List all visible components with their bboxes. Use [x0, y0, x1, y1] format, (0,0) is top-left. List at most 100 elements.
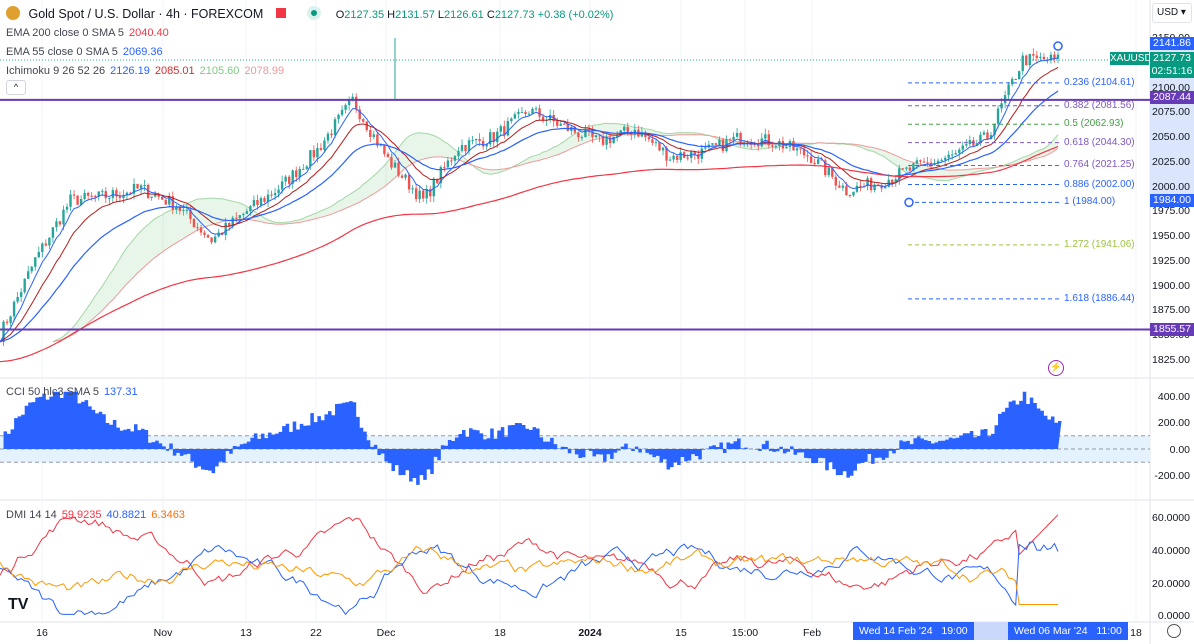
candle-body: [453, 156, 457, 161]
candle-body: [104, 191, 107, 199]
candle-body: [866, 178, 869, 187]
candle-body: [298, 168, 301, 178]
candle-body: [1049, 54, 1053, 61]
ichimoku-legend[interactable]: Ichimoku 9 26 52 26 2126.19 2085.01 2105.60…: [6, 65, 285, 77]
candle-body: [422, 190, 425, 199]
candle-body: [520, 111, 524, 113]
candle-body: [136, 184, 139, 189]
candle-body: [150, 196, 153, 198]
flag-icon[interactable]: [275, 8, 286, 18]
candle-body: [319, 148, 323, 150]
dmi-adx-line: [0, 545, 1058, 605]
cci-axis-label: 400.00: [1157, 391, 1190, 403]
fib-anchor-low: [904, 197, 914, 208]
candle-body: [721, 139, 725, 152]
candle-body: [929, 162, 933, 165]
time-label: 18: [1130, 627, 1142, 639]
candle-body: [989, 135, 993, 139]
candle-body: [982, 132, 986, 135]
candle-body: [718, 139, 721, 145]
candle-body: [827, 167, 830, 176]
candle-body: [238, 215, 242, 218]
collapse-legend-button[interactable]: ^: [6, 80, 26, 95]
candle-body: [975, 143, 979, 146]
candle-body: [898, 168, 901, 180]
candle-body: [693, 151, 696, 155]
candle-body: [429, 189, 432, 197]
dmi-axis-label: 60.0000: [1152, 512, 1190, 524]
dmi-legend[interactable]: DMI 14 14 59.9235 40.8821 6.3463: [6, 509, 185, 521]
fib-anchor-high: [1053, 41, 1063, 51]
candle-body: [735, 132, 739, 137]
candle-body: [365, 121, 368, 131]
candle-body: [1053, 54, 1056, 59]
time-label: Dec: [376, 627, 396, 639]
fib-level-label: 0.236 (2104.61): [1064, 76, 1135, 88]
candle-body: [739, 132, 742, 144]
symbol-title[interactable]: Gold Spot / U.S. Dollar · 4h · FOREXCOM: [28, 7, 264, 21]
candle-body: [436, 178, 439, 184]
candle-body: [153, 194, 157, 197]
candle-body: [333, 119, 337, 136]
ema200-line: [0, 145, 1059, 363]
candle-body: [340, 109, 344, 115]
candle-body: [926, 162, 929, 164]
candle-body: [418, 190, 421, 200]
candle-body: [62, 209, 65, 225]
candle-body: [369, 130, 372, 137]
candle-body: [23, 278, 26, 293]
candle-body: [94, 195, 97, 197]
candle-body: [309, 150, 312, 167]
candle-body: [697, 154, 700, 159]
candle-body: [594, 135, 598, 138]
candle-body: [393, 162, 397, 168]
candle-body: [450, 160, 453, 162]
ema55-legend[interactable]: EMA 55 close 0 SMA 5 2069.36: [6, 46, 163, 58]
candle-body: [496, 131, 499, 143]
candle-body: [838, 185, 841, 188]
candle-body: [316, 148, 319, 158]
candle-body: [228, 222, 231, 227]
tradingview-logo[interactable]: TV: [8, 596, 29, 613]
candle-body: [256, 200, 259, 205]
price-axis-label: 1875.00: [1152, 304, 1190, 317]
candle-body: [337, 114, 340, 120]
candle-body: [347, 99, 351, 105]
ema200-legend[interactable]: EMA 200 close 0 SMA 5 2040.40: [6, 27, 169, 39]
candle-body: [192, 218, 196, 228]
candle-body: [908, 167, 912, 171]
candle-body: [249, 206, 252, 212]
candle-body: [326, 133, 330, 141]
candle-body: [168, 196, 171, 205]
candle-body: [485, 144, 488, 147]
candle-body: [894, 179, 897, 183]
candle-body: [732, 136, 735, 141]
candle-body: [471, 140, 474, 142]
cci-legend[interactable]: CCI 50 hlc3 SMA 5 137.31: [6, 386, 138, 398]
candle-body: [503, 126, 506, 136]
range-start-label: Wed 14 Feb '24 19:00: [853, 622, 974, 640]
time-label: 15:00: [731, 627, 759, 639]
candle-body: [947, 154, 950, 158]
candle-body: [541, 116, 545, 121]
candle-body: [231, 217, 234, 227]
candle-body: [55, 221, 58, 228]
candle-body: [400, 175, 404, 178]
candle-body: [143, 184, 146, 186]
support-badge: 1855.57: [1150, 323, 1194, 336]
candle-body: [820, 159, 823, 161]
candle-body: [869, 178, 873, 191]
candle-body: [44, 243, 48, 246]
settings-gear-icon[interactable]: [1167, 624, 1181, 638]
candle-body: [2, 321, 5, 342]
candle-body: [1035, 55, 1039, 58]
candle-body: [460, 145, 464, 151]
candle-body: [266, 194, 270, 202]
lightning-icon[interactable]: ⚡: [1048, 360, 1064, 376]
ichimoku-span-b: [52, 133, 1059, 343]
time-label: 2024: [578, 627, 602, 639]
currency-select[interactable]: USD ▾: [1152, 3, 1192, 23]
candle-body: [69, 194, 72, 207]
candle-body: [175, 207, 178, 210]
